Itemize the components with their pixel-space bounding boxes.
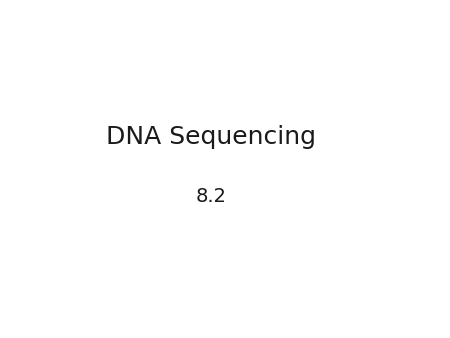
Text: 8.2: 8.2 — [196, 187, 227, 206]
Text: DNA Sequencing: DNA Sequencing — [107, 125, 316, 149]
